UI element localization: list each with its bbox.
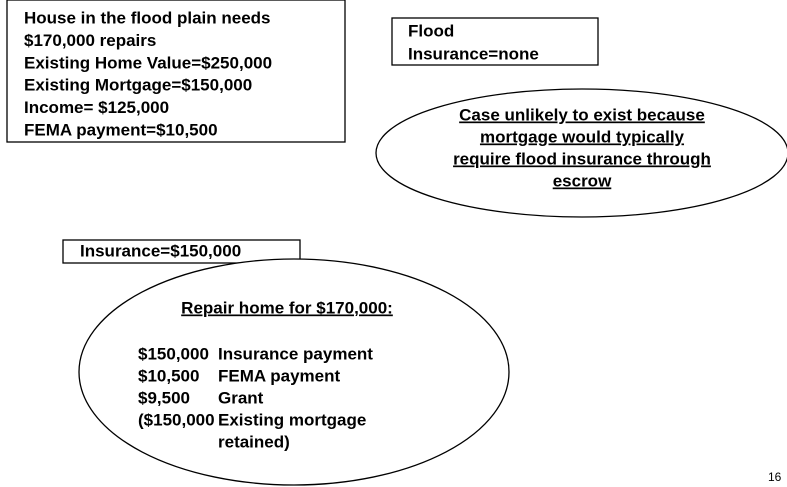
page-number: 16 bbox=[768, 470, 782, 484]
scenario-line: House in the flood plain needs bbox=[24, 8, 271, 27]
scenario-line: $170,000 repairs bbox=[24, 31, 156, 50]
note-line: escrow bbox=[553, 171, 612, 190]
flood-box bbox=[391, 17, 599, 66]
row-amount: $9,500 bbox=[138, 388, 190, 407]
note-ellipse bbox=[375, 88, 787, 218]
row-label: FEMA payment bbox=[218, 366, 341, 385]
scenario-line: FEMA payment=$10,500 bbox=[24, 120, 218, 139]
plan-ellipse bbox=[78, 258, 510, 486]
row-label: Insurance payment bbox=[218, 344, 373, 363]
scenario-box bbox=[6, 0, 346, 143]
insurance-text: Insurance=$150,000 bbox=[80, 241, 241, 260]
row-label: Grant bbox=[218, 388, 264, 407]
note-line: require flood insurance through bbox=[453, 149, 711, 168]
note-line: mortgage would typically bbox=[480, 127, 685, 146]
row-label: retained) bbox=[218, 432, 290, 451]
row-label: Existing mortgage bbox=[218, 410, 366, 429]
row-amount: $10,500 bbox=[138, 366, 199, 385]
flood-line: Insurance=none bbox=[408, 44, 539, 63]
flood-line: Flood bbox=[408, 21, 454, 40]
scenario-line: Existing Mortgage=$150,000 bbox=[24, 76, 252, 95]
note-line: Case unlikely to exist because bbox=[459, 105, 705, 124]
scenario-line: Existing Home Value=$250,000 bbox=[24, 53, 272, 72]
row-amount: $150,000 bbox=[138, 344, 209, 363]
scenario-line: Income= $125,000 bbox=[24, 98, 169, 117]
row-amount: ($150,000 bbox=[138, 410, 215, 429]
insurance-box bbox=[62, 239, 301, 264]
plan-title: Repair home for $170,000: bbox=[181, 298, 393, 317]
